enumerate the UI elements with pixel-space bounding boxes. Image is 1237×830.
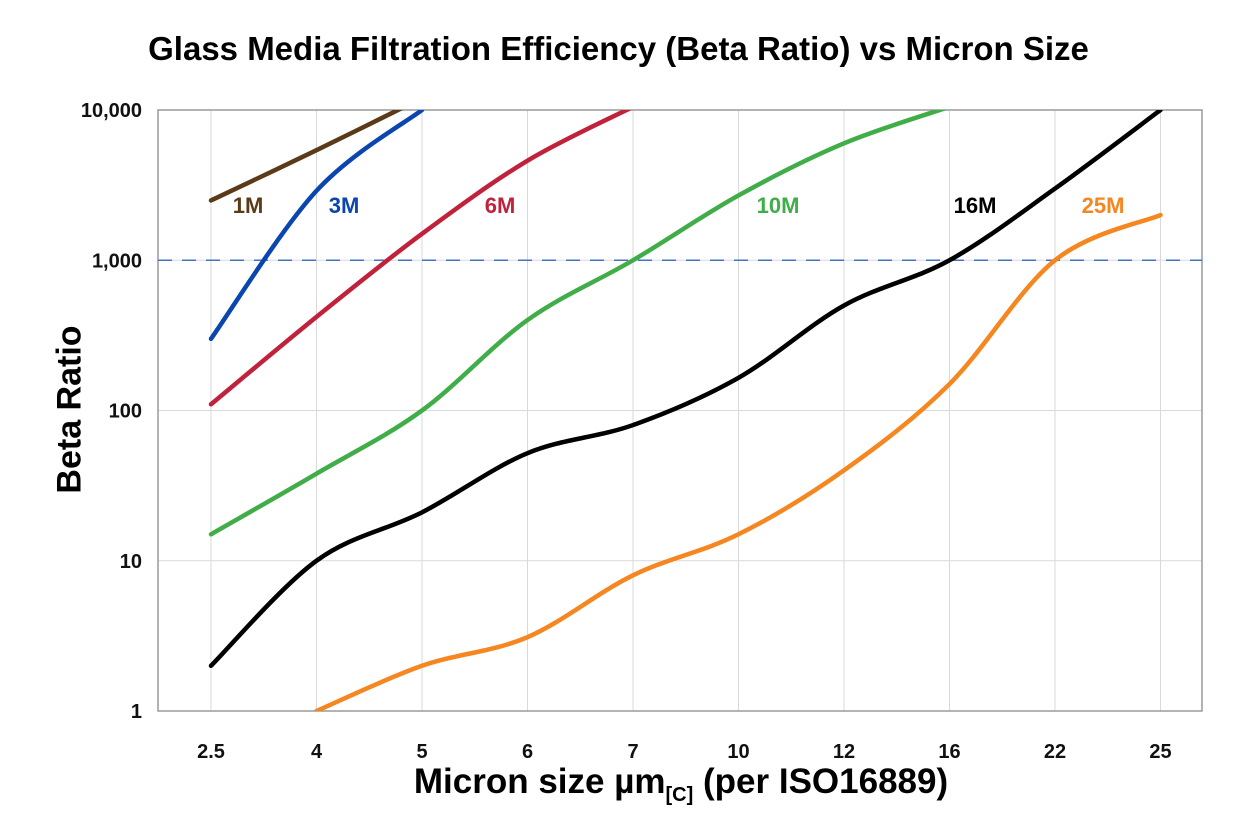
x-tick-label: 4 [311, 741, 323, 763]
x-tick-label: 25 [1149, 741, 1171, 763]
x-tick-label: 22 [1044, 741, 1066, 763]
series-line-3M [208, 110, 425, 342]
x-axis-label-main: Micron size µm [413, 762, 666, 801]
series-label-6M: 6M [485, 193, 516, 218]
y-tick-label: 1,000 [92, 250, 142, 272]
x-axis-label-suffix: (per ISO16889) [703, 762, 949, 801]
series-label-1M: 1M [233, 193, 264, 218]
series-label-10M: 10M [757, 193, 800, 218]
x-tick-label: 7 [627, 741, 638, 763]
series-line-10M [208, 110, 948, 537]
series-label-16M: 16M [954, 193, 997, 218]
x-tick-label: 5 [416, 741, 427, 763]
chart-title: Glass Media Filtration Efficiency (Beta … [148, 30, 1089, 67]
y-tick-label: 1 [131, 701, 142, 723]
series-line-6M [208, 110, 632, 407]
x-tick-label: 12 [833, 741, 855, 763]
y-tick-label: 10,000 [81, 100, 142, 122]
y-tick-label: 10 [120, 551, 142, 573]
y-tick-label: 100 [109, 401, 142, 423]
x-tick-label: 16 [938, 741, 960, 763]
series-line-16M [208, 110, 1163, 669]
series-line-1M [208, 110, 404, 203]
series-label-3M: 3M [329, 193, 360, 218]
x-tick-label: 10 [727, 741, 749, 763]
x-axis-label: Micron size µm[C] (per ISO16889) [0, 762, 1237, 807]
plot-border [157, 109, 1203, 712]
series-label-25M: 25M [1082, 193, 1125, 218]
series-line-25M [314, 212, 1163, 711]
x-tick-label: 2.5 [197, 741, 225, 763]
x-axis-label-subscript: [C] [665, 784, 694, 806]
x-tick-label: 6 [522, 741, 533, 763]
